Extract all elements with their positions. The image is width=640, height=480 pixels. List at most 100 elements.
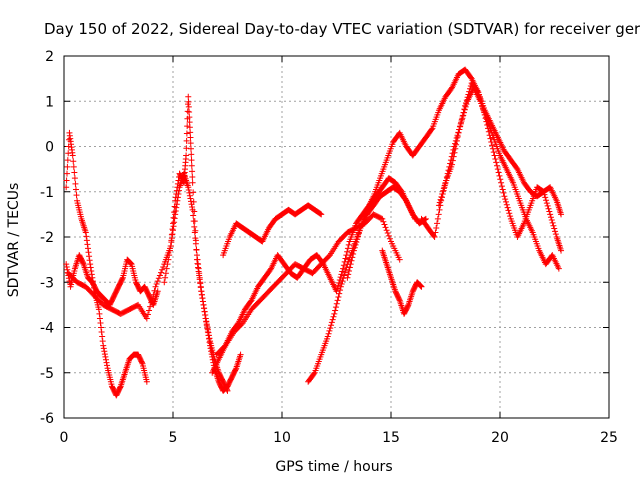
data-point-marker: [558, 211, 565, 218]
data-point-marker: [549, 219, 556, 226]
data-point-marker: [237, 351, 244, 358]
series-arc-12: [435, 80, 565, 254]
data-point-marker: [70, 163, 77, 170]
data-point-marker: [171, 219, 178, 226]
data-point-marker: [99, 333, 106, 340]
data-point-marker: [198, 291, 205, 298]
data-point-marker: [186, 192, 193, 199]
data-point-marker: [170, 223, 177, 230]
data-point-marker: [451, 149, 458, 156]
data-point-marker: [449, 161, 456, 168]
data-point-marker: [543, 197, 550, 204]
chart-title: Day 150 of 2022, Sidereal Day-to-day VTE…: [44, 20, 640, 38]
y-axis-label: SDTVAR / TECUs: [6, 183, 22, 298]
data-point-marker: [195, 268, 202, 275]
y-tick-label: -5: [40, 366, 54, 382]
data-point-marker: [355, 233, 362, 240]
data-point-marker: [487, 135, 494, 142]
data-point-marker: [143, 378, 150, 385]
data-point-marker: [341, 269, 348, 276]
data-point-marker: [158, 269, 165, 276]
data-point-marker: [338, 271, 345, 278]
data-point-marker: [551, 225, 558, 232]
data-point-marker: [385, 232, 392, 239]
data-point-marker: [340, 265, 347, 272]
data-point-marker: [187, 145, 194, 152]
data-point-marker: [172, 197, 179, 204]
data-point-marker: [84, 241, 91, 248]
data-point-marker: [196, 276, 203, 283]
data-point-marker: [82, 229, 89, 236]
data-point-marker: [204, 326, 211, 333]
data-point-marker: [348, 257, 355, 264]
data-point-marker: [550, 222, 557, 229]
data-point-marker: [185, 184, 192, 191]
data-point-marker: [186, 189, 193, 196]
data-point-marker: [63, 177, 70, 184]
data-point-marker: [86, 257, 93, 264]
data-point-marker: [324, 333, 331, 340]
axis-ticks: 0 5 10 15 20 25 -6 -5 -4 -3 -2 -1 0 1 2: [40, 49, 618, 446]
data-point-marker: [87, 264, 94, 271]
data-point-marker: [161, 279, 168, 286]
data-point-marker: [404, 303, 411, 310]
data-point-marker: [482, 115, 489, 122]
data-point-marker: [494, 166, 501, 173]
data-point-marker: [152, 283, 159, 290]
data-point-marker: [205, 332, 212, 339]
data-point-marker: [191, 218, 198, 225]
data-point-marker: [463, 97, 470, 104]
data-point-marker: [548, 217, 555, 224]
data-point-marker: [558, 247, 565, 254]
data-point-marker: [204, 323, 211, 330]
data-point-marker: [191, 223, 198, 230]
series-arc-7: [213, 211, 403, 358]
data-point-marker: [190, 198, 197, 205]
data-point-marker: [481, 111, 488, 118]
data-point-marker: [202, 315, 209, 322]
data-point-marker: [169, 226, 176, 233]
data-point-marker: [97, 319, 104, 326]
data-point-marker: [386, 235, 393, 242]
data-point-marker: [159, 266, 166, 273]
data-point-marker: [168, 231, 175, 238]
data-point-marker: [467, 85, 474, 92]
data-point-marker: [63, 261, 70, 268]
data-point-marker: [172, 194, 179, 201]
data-point-marker: [188, 162, 195, 169]
data-point-marker: [332, 307, 339, 314]
data-point-marker: [486, 132, 493, 139]
data-point-marker: [193, 256, 200, 263]
data-point-marker: [103, 359, 110, 366]
data-point-marker: [64, 163, 71, 170]
x-axis-label: GPS time / hours: [275, 459, 392, 475]
data-point-marker: [336, 276, 343, 283]
y-tick-label: 1: [45, 94, 54, 110]
data-point-marker: [197, 280, 204, 287]
data-point-marker: [202, 312, 209, 319]
data-point-marker: [173, 191, 180, 198]
data-point-marker: [337, 287, 344, 294]
data-point-marker: [165, 256, 172, 263]
data-point-marker: [483, 118, 490, 125]
x-tick-label: 20: [491, 430, 509, 446]
data-point-marker: [476, 92, 483, 99]
data-point-marker: [185, 187, 192, 194]
data-point-marker: [95, 306, 102, 313]
data-point-marker: [84, 245, 91, 252]
data-point-marker: [138, 359, 145, 366]
data-point-marker: [417, 282, 424, 289]
data-point-marker: [99, 338, 106, 345]
data-point-marker: [354, 236, 361, 243]
data-point-marker: [434, 220, 441, 227]
data-point-marker: [494, 162, 501, 169]
data-point-marker: [331, 310, 338, 317]
data-point-marker: [189, 168, 196, 175]
data-point-marker: [232, 366, 239, 373]
data-point-marker: [200, 301, 207, 308]
data-point-marker: [489, 142, 496, 149]
data-point-marker: [338, 280, 345, 287]
data-point-marker: [128, 260, 135, 267]
data-point-marker: [346, 264, 353, 271]
data-point-marker: [356, 227, 363, 234]
